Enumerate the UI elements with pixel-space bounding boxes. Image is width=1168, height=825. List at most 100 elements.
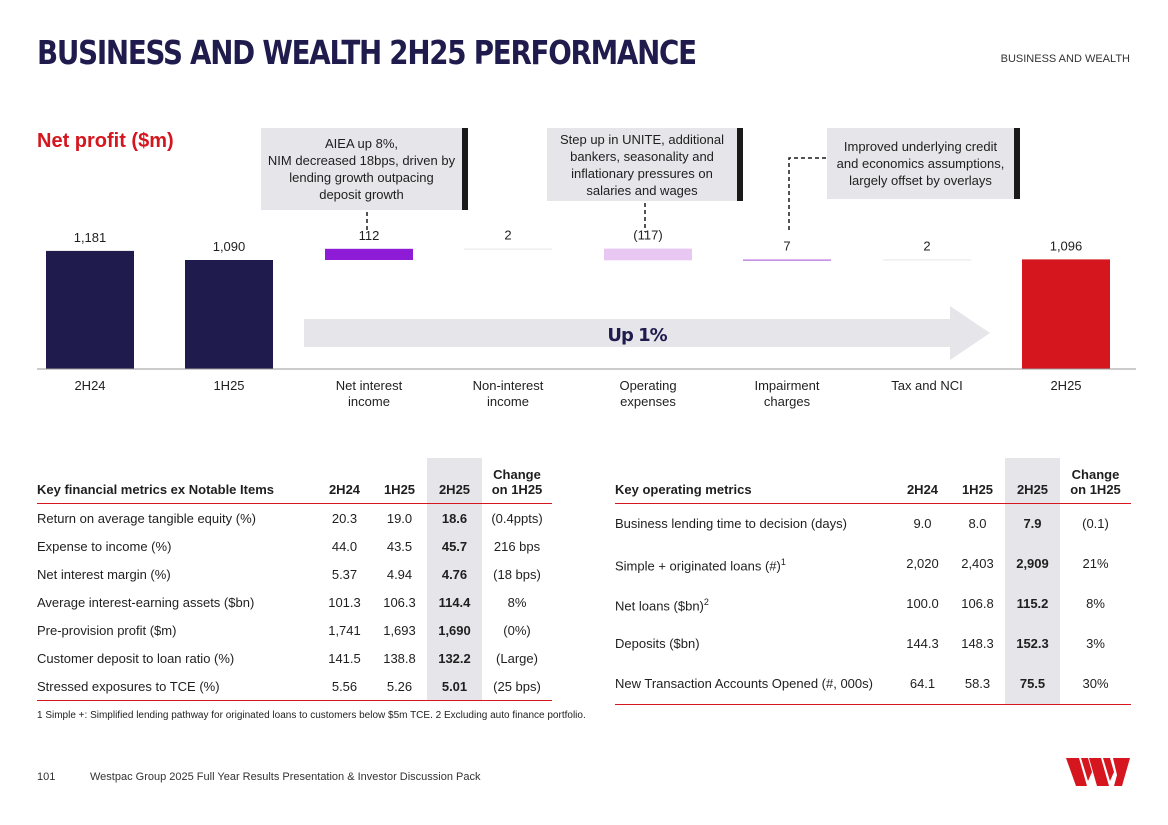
metric-label: Expense to income (%) (37, 538, 172, 554)
footnote-marker: 2 (703, 596, 709, 607)
data-label: 1,090 (213, 239, 246, 254)
table-row: Net interest margin (%) 5.37 4.94 4.76 (18 b… (37, 560, 552, 588)
metric-value: 138.8 (383, 650, 416, 666)
category-label-line: income (348, 394, 390, 409)
callout-net-interest: AIEA up 8%, NIM decreased 18bps, driven … (261, 128, 468, 210)
header-change: Change on 1H25 (491, 467, 543, 497)
metric-label-text: Net loans ($bn) (615, 598, 704, 614)
footnote: 1 Simple +: Simplified lending pathway f… (37, 710, 586, 721)
bar-tax-and-nci (883, 259, 971, 261)
metric-value: (18 bps) (493, 566, 541, 582)
footnote-marker: 1 (780, 556, 786, 567)
metric-value: 5.37 (331, 566, 358, 582)
category-label-line: Impairment (754, 378, 819, 393)
bar-operating-expenses (604, 248, 692, 261)
metric-value: (0%) (503, 622, 531, 638)
table-row: Return on average tangible equity (%) 20.… (37, 503, 552, 532)
metric-label: Customer deposit to loan ratio (%) (37, 650, 235, 666)
category-label-line: income (487, 394, 529, 409)
metric-value: 9.0 (913, 516, 932, 531)
metric-value: 141.5 (328, 650, 361, 666)
metric-value: 43.5 (386, 538, 413, 554)
data-label: 112 (359, 228, 380, 243)
table-row: Average interest-earning assets ($bn) 101… (37, 588, 552, 616)
metric-value: 2,403 (961, 556, 994, 571)
metric-value: 1,690 (427, 616, 482, 644)
header-1h25: 1H25 (961, 482, 994, 497)
page-title: BUSINESS AND WEALTH 2H25 PERFORMANCE (37, 33, 697, 72)
metric-value: 21% (1082, 556, 1109, 571)
metric-label-text: New Transaction Accounts Opened (#, 000s… (615, 676, 873, 691)
metric-value: 1,741 (328, 622, 361, 638)
table-row: Expense to income (%) 44.0 43.5 45.7 216 bps (37, 532, 552, 560)
data-label: 1,181 (74, 230, 107, 245)
table-row: Deposits ($bn) 144.3 148.3 152.3 3% (615, 624, 1131, 664)
metric-value: 132.2 (427, 644, 482, 672)
bar-2h24 (46, 250, 134, 369)
category-label: Impairment charges (754, 378, 819, 409)
arrow-label: Up 1% (607, 325, 667, 346)
header-2h24: 2H24 (328, 482, 361, 497)
category-label-line: 2H24 (74, 378, 105, 393)
metric-value: 30% (1082, 676, 1109, 691)
metric-value: 44.0 (331, 538, 358, 554)
data-label: 1,096 (1050, 238, 1083, 253)
table-row: Pre-provision profit ($m) 1,741 1,693 1,690… (37, 616, 552, 644)
metric-value: (25 bps) (493, 678, 541, 694)
table-row: Customer deposit to loan ratio (%) 141.5 1… (37, 644, 552, 672)
header-metric: Key operating metrics (615, 482, 752, 497)
callout-impairment: Improved underlying credit and economics… (827, 128, 1020, 199)
waterfall-chart: 1,181 1,090 112 2 (117) 7 2 1,096 Up 1% 2H24 1H25 N… (37, 157, 1136, 409)
metric-label: New Transaction Accounts Opened (#, 000s… (615, 664, 895, 705)
header-1h25: 1H25 (383, 482, 416, 497)
metric-value: 19.0 (386, 510, 413, 526)
metric-value: 5.26 (386, 678, 413, 694)
westpac-logo-icon (1066, 758, 1130, 786)
metric-value: 5.56 (331, 678, 358, 694)
table-row: Business lending time to decision (days)… (615, 503, 1131, 545)
metric-value: 106.3 (383, 594, 416, 610)
metric-label-text: Deposits ($bn) (615, 636, 700, 651)
category-label-line: Operating (619, 378, 676, 393)
category-label-line: charges (764, 394, 811, 409)
table-row: Simple + originated loans (#)1 2,020 2,403… (615, 544, 1131, 584)
category-label-line: 1H25 (213, 378, 244, 393)
metric-value: 1,693 (383, 622, 416, 638)
metric-value: 4.76 (427, 560, 482, 588)
metric-label: Business lending time to decision (days) (615, 504, 895, 545)
category-label-line: Net interest (336, 378, 403, 393)
section-label: BUSINESS AND WEALTH (1000, 53, 1130, 65)
callout-connector (788, 157, 827, 230)
category-label-line: Tax and NCI (891, 378, 963, 393)
table-row: Stressed exposures to TCE (%) 5.56 5.26 5.0… (37, 672, 552, 701)
metric-value: 8.0 (968, 516, 987, 531)
header-metric: Key financial metrics ex Notable Items (37, 482, 274, 497)
metric-value: 20.3 (331, 510, 358, 526)
metric-label: Stressed exposures to TCE (%) (37, 678, 220, 694)
data-label: 2 (923, 238, 930, 253)
metric-value: 3% (1086, 636, 1105, 651)
chart-title: Net profit ($m) (37, 130, 174, 152)
bar-1h25 (185, 260, 273, 369)
header-2h24: 2H24 (906, 482, 939, 497)
metric-value: 8% (1086, 596, 1105, 611)
bar-net-interest-income (325, 248, 413, 260)
header-2h25: 2H25 (1005, 458, 1060, 504)
metric-value: 64.1 (909, 676, 936, 691)
metric-value: 2,909 (1005, 544, 1060, 584)
metric-label: Deposits ($bn) (615, 624, 895, 664)
metric-label: Return on average tangible equity (%) (37, 510, 256, 526)
table-header-row: Key financial metrics ex Notable Items 2… (37, 458, 552, 504)
metric-label-text: Simple + originated loans (#) (615, 558, 781, 574)
metric-value: 114.4 (427, 588, 482, 616)
operating-metrics-table: Key operating metrics 2H24 1H25 2H25 Cha… (615, 458, 1131, 705)
category-label: Operating expenses (619, 378, 676, 409)
metric-value: 2,020 (906, 556, 939, 571)
metric-label: Pre-provision profit ($m) (37, 622, 177, 638)
metric-label: Net interest margin (%) (37, 566, 171, 582)
category-label-line: expenses (620, 394, 676, 409)
metric-value: (Large) (496, 650, 538, 666)
metric-label: Average interest-earning assets ($bn) (37, 594, 255, 610)
table-row: Net loans ($bn)2 100.0 106.8 115.2 8% (615, 584, 1131, 624)
metric-value: 101.3 (328, 594, 361, 610)
